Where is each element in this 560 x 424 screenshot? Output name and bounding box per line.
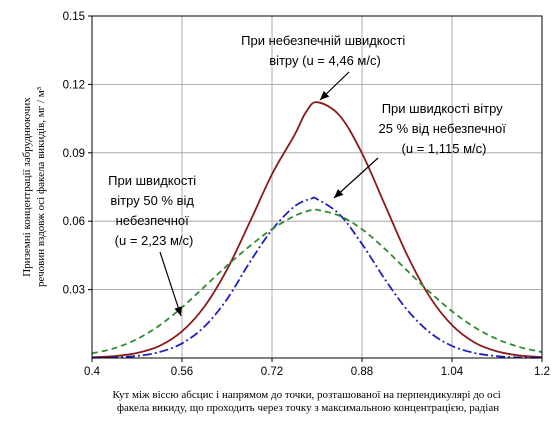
x-tick-label: 0.88 — [351, 366, 373, 378]
ticks: 0.4 0.56 0.72 0.88 1.04 1.2 0.03 0.06 0.09 0.12 0.… — [63, 11, 550, 378]
y-tick-label: 0.03 — [63, 285, 85, 297]
x-tick-label: 0.4 — [84, 366, 101, 378]
y-tick-label: 0.06 — [63, 216, 85, 228]
annotation-50-percent: При швидкості вітру 50 % від небезпечної… — [108, 173, 200, 248]
y-axis-label-line2: речовин вздовж осі факела викидів, мг / … — [35, 86, 47, 287]
series-layer — [91, 101, 543, 359]
x-tick-label: 1.04 — [441, 366, 464, 378]
x-tick-label: 0.72 — [261, 366, 283, 378]
series-line-2 — [91, 196, 543, 359]
y-axis-label: Приземні концентрації забруднюючих — [21, 97, 33, 277]
annotation-25-percent: При швидкості вітру 25 % від небезпечної… — [379, 101, 510, 156]
annotation-dangerous-speed: При небезпечній швидкості вітру (u = 4,4… — [241, 33, 409, 68]
arrow-25-percent-head — [334, 188, 344, 198]
y-tick-label: 0.12 — [63, 79, 85, 91]
x-tick-label: 1.2 — [534, 366, 550, 378]
arrow-dangerous-speed-head — [320, 90, 330, 100]
series-line-3 — [91, 208, 543, 355]
arrow-50-percent — [159, 251, 182, 317]
y-tick-label: 0.15 — [63, 11, 85, 23]
grid — [92, 16, 542, 358]
x-axis-label: Кут між віссю абсцис і напрямом до точки… — [112, 389, 503, 414]
x-tick-label: 0.56 — [171, 366, 193, 378]
series-line-1 — [91, 101, 543, 359]
plot-frame — [91, 15, 543, 359]
annotation-arrows — [159, 71, 379, 317]
y-tick-label: 0.09 — [63, 148, 85, 160]
arrow-50-percent-head — [174, 306, 182, 316]
arrow-25-percent — [333, 157, 379, 199]
